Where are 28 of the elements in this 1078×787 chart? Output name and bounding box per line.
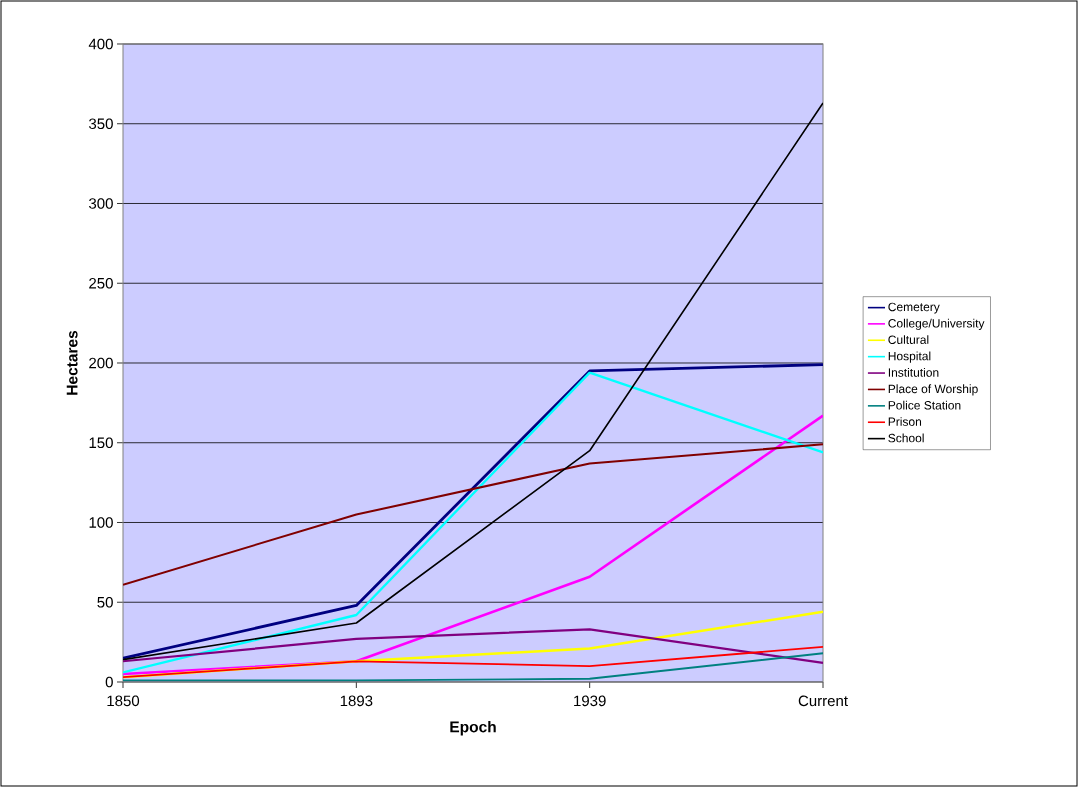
legend-label: Cemetery [888,302,940,314]
legend-label: Institution [888,367,939,377]
y-tick-label: 300 [89,198,113,209]
x-tick-label: Current [798,695,848,707]
x-tick-label: 1893 [340,695,373,707]
legend-label: College/University [888,318,985,330]
y-tick-label: 400 [88,38,113,50]
line-series [123,628,824,664]
x-axis-title: Epoch [450,721,496,736]
legend-label: School [888,433,924,443]
y-tick-label: 100 [89,517,113,528]
x-tick-label: 1939 [574,695,606,707]
y-tick-label: 50 [97,596,113,608]
y-axis-title: Hectares [66,330,78,395]
line-series [123,102,824,661]
legend-label: Police Station [888,400,961,410]
legend-label: Place of Worship [888,384,978,396]
line-series [123,646,824,679]
x-tick-label: 1850 [107,695,140,707]
y-tick-label: 200 [89,357,113,369]
legend-label: Hospital [888,351,931,363]
y-tick-label: 0 [105,676,113,688]
line-series [123,443,824,586]
y-tick-label: 350 [89,118,113,130]
legend-label: Cultural [888,335,929,344]
y-tick-label: 150 [89,437,113,449]
legend-label: Prison [888,417,922,426]
y-tick-label: 250 [89,277,113,289]
